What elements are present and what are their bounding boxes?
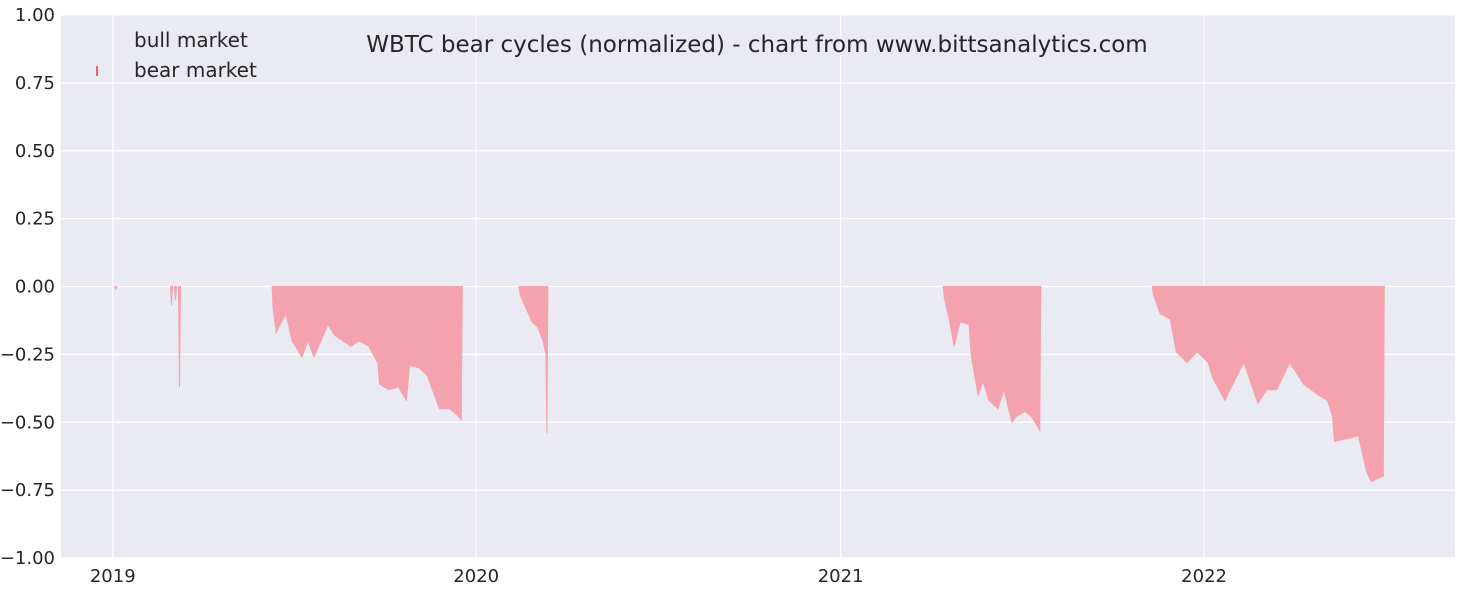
bear-area-segment bbox=[942, 286, 1042, 433]
y-tick-label: 0.00 bbox=[15, 277, 55, 298]
bear-area-segment bbox=[170, 286, 174, 306]
chart-title: WBTC bear cycles (normalized) - chart fr… bbox=[366, 32, 1147, 58]
grid-lines bbox=[61, 14, 1455, 559]
bear-area-segment bbox=[177, 286, 181, 387]
y-tick-label: −0.50 bbox=[0, 412, 55, 433]
y-tick-label: 0.75 bbox=[15, 73, 55, 94]
x-axis-ticks: 2019 2020 2021 2022 bbox=[90, 566, 1227, 587]
x-tick-label: 2021 bbox=[818, 566, 864, 587]
bear-area-segment bbox=[1151, 286, 1385, 483]
series-layer bbox=[114, 286, 1385, 483]
y-tick-label: −0.25 bbox=[0, 344, 55, 365]
y-tick-label: 1.00 bbox=[15, 5, 55, 26]
legend-entry-bull: bull market bbox=[134, 28, 248, 52]
y-tick-label: 0.25 bbox=[15, 209, 55, 230]
legend-label-bear: bear market bbox=[134, 58, 257, 82]
bear-area-segment bbox=[114, 286, 118, 291]
legend-marker-bear bbox=[96, 66, 98, 76]
x-tick-label: 2022 bbox=[1181, 566, 1227, 587]
legend-entry-bear: bear market bbox=[96, 58, 257, 82]
x-tick-label: 2020 bbox=[453, 566, 499, 587]
x-tick-label: 2019 bbox=[90, 566, 136, 587]
y-tick-label: −0.75 bbox=[0, 480, 55, 501]
bear-area-segment bbox=[271, 286, 463, 421]
bear-area-segment bbox=[173, 286, 178, 301]
y-axis-ticks: 1.00 0.75 0.50 0.25 0.00 −0.25 −0.50 −0.75 −1.00 bbox=[0, 5, 55, 569]
legend: bull market bear market bbox=[96, 28, 257, 82]
y-tick-label: −1.00 bbox=[0, 548, 55, 569]
bear-area-segment bbox=[518, 286, 549, 434]
legend-label-bull: bull market bbox=[134, 28, 248, 52]
y-tick-label: 0.50 bbox=[15, 141, 55, 162]
